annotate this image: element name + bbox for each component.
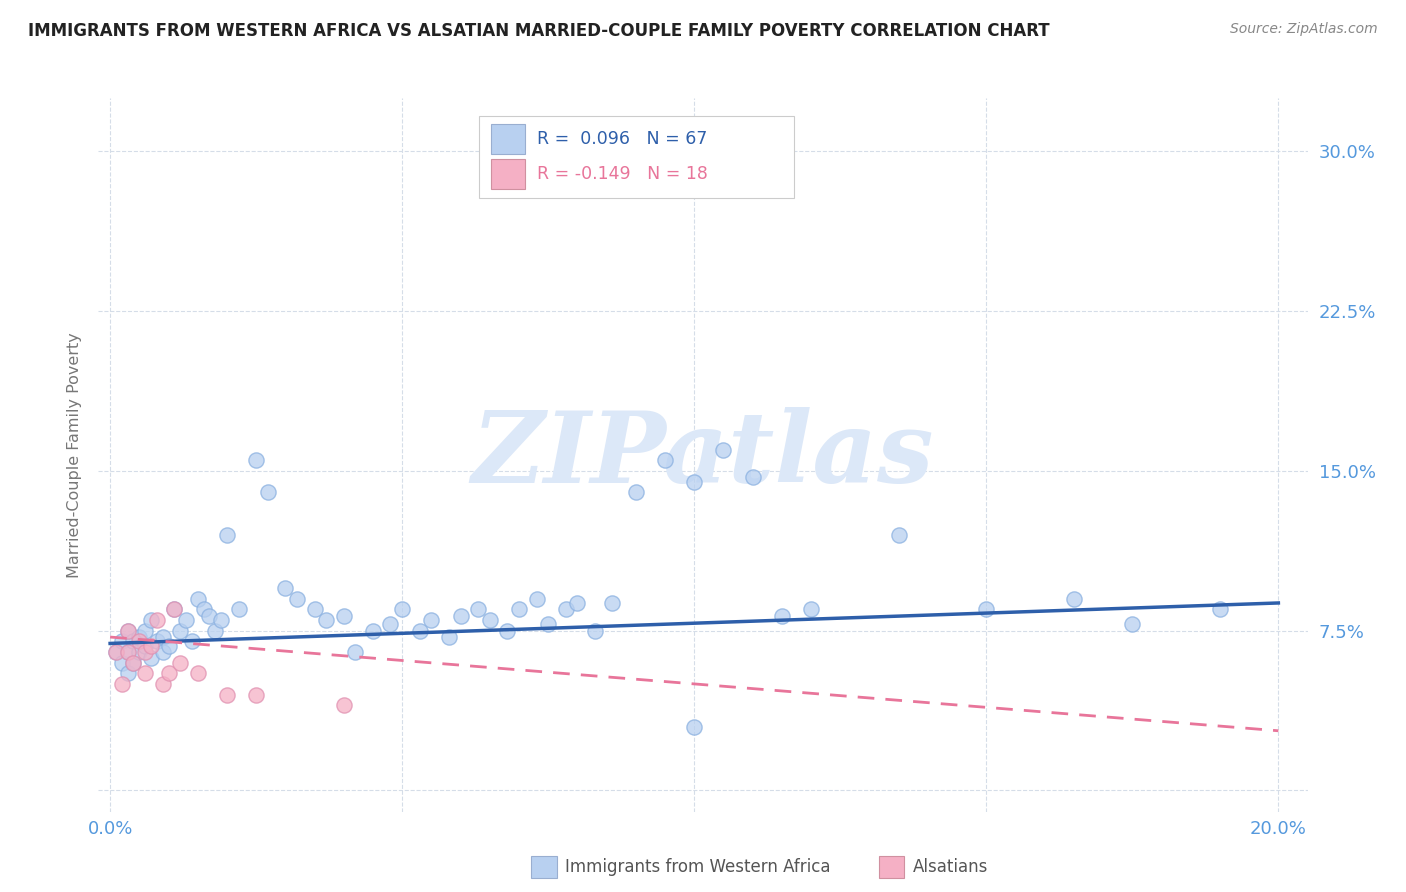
- Point: [304, 602, 326, 616]
- Point: [134, 639, 156, 653]
- Bar: [492, 160, 526, 189]
- Point: [117, 624, 139, 638]
- Point: [215, 528, 238, 542]
- Point: [478, 613, 501, 627]
- Point: [683, 719, 706, 733]
- Point: [245, 688, 267, 702]
- Point: [169, 624, 191, 638]
- Point: [215, 688, 238, 702]
- Point: [361, 624, 384, 638]
- Point: [139, 639, 162, 653]
- Text: ZIPatlas: ZIPatlas: [472, 407, 934, 503]
- Point: [111, 634, 134, 648]
- Point: [537, 617, 560, 632]
- Point: [274, 581, 297, 595]
- Point: [174, 613, 197, 627]
- Point: [567, 596, 589, 610]
- Point: [285, 591, 308, 606]
- Point: [583, 624, 606, 638]
- Point: [146, 634, 169, 648]
- Point: [450, 608, 472, 623]
- Point: [332, 698, 354, 713]
- Point: [187, 591, 209, 606]
- Point: [1063, 591, 1085, 606]
- Point: [228, 602, 250, 616]
- Point: [134, 645, 156, 659]
- Point: [163, 602, 186, 616]
- Point: [134, 666, 156, 681]
- Point: [344, 645, 367, 659]
- Point: [122, 634, 145, 648]
- Point: [117, 666, 139, 681]
- Point: [117, 624, 139, 638]
- Point: [420, 613, 443, 627]
- Point: [152, 645, 174, 659]
- Point: [508, 602, 530, 616]
- Point: [198, 608, 221, 623]
- Point: [380, 617, 402, 632]
- Text: Immigrants from Western Africa: Immigrants from Western Africa: [565, 858, 831, 876]
- Bar: [492, 124, 526, 153]
- Point: [887, 528, 910, 542]
- Point: [526, 591, 548, 606]
- Point: [117, 645, 139, 659]
- Point: [770, 608, 793, 623]
- Point: [122, 656, 145, 670]
- Point: [245, 453, 267, 467]
- Point: [741, 470, 763, 484]
- Point: [117, 645, 139, 659]
- Point: [111, 656, 134, 670]
- Point: [713, 442, 735, 457]
- Text: Alsatians: Alsatians: [912, 858, 988, 876]
- Point: [104, 645, 127, 659]
- Point: [139, 613, 162, 627]
- Point: [256, 485, 278, 500]
- Point: [169, 656, 191, 670]
- Point: [180, 634, 202, 648]
- Point: [467, 602, 489, 616]
- Text: Source: ZipAtlas.com: Source: ZipAtlas.com: [1230, 22, 1378, 37]
- Text: R = -0.149   N = 18: R = -0.149 N = 18: [537, 166, 709, 184]
- Point: [624, 485, 647, 500]
- Point: [204, 624, 226, 638]
- Point: [193, 602, 215, 616]
- Point: [496, 624, 519, 638]
- Point: [157, 666, 180, 681]
- Point: [111, 677, 134, 691]
- FancyBboxPatch shape: [479, 116, 793, 198]
- Point: [800, 602, 823, 616]
- Point: [974, 602, 997, 616]
- Point: [554, 602, 576, 616]
- Point: [602, 596, 624, 610]
- Point: [104, 645, 127, 659]
- Point: [187, 666, 209, 681]
- Point: [1121, 617, 1143, 632]
- Point: [332, 608, 354, 623]
- Text: R =  0.096   N = 67: R = 0.096 N = 67: [537, 130, 707, 148]
- Y-axis label: Married-Couple Family Poverty: Married-Couple Family Poverty: [67, 332, 83, 578]
- Point: [122, 656, 145, 670]
- Point: [152, 630, 174, 644]
- Point: [391, 602, 413, 616]
- Text: IMMIGRANTS FROM WESTERN AFRICA VS ALSATIAN MARRIED-COUPLE FAMILY POVERTY CORRELA: IMMIGRANTS FROM WESTERN AFRICA VS ALSATI…: [28, 22, 1050, 40]
- Point: [146, 613, 169, 627]
- Point: [683, 475, 706, 489]
- Point: [315, 613, 337, 627]
- Point: [139, 651, 162, 665]
- Point: [128, 634, 150, 648]
- Point: [209, 613, 232, 627]
- Point: [134, 624, 156, 638]
- Point: [152, 677, 174, 691]
- Point: [1209, 602, 1232, 616]
- Point: [437, 630, 460, 644]
- Point: [163, 602, 186, 616]
- Point: [654, 453, 676, 467]
- Point: [409, 624, 432, 638]
- Point: [128, 645, 150, 659]
- Point: [128, 630, 150, 644]
- Point: [157, 639, 180, 653]
